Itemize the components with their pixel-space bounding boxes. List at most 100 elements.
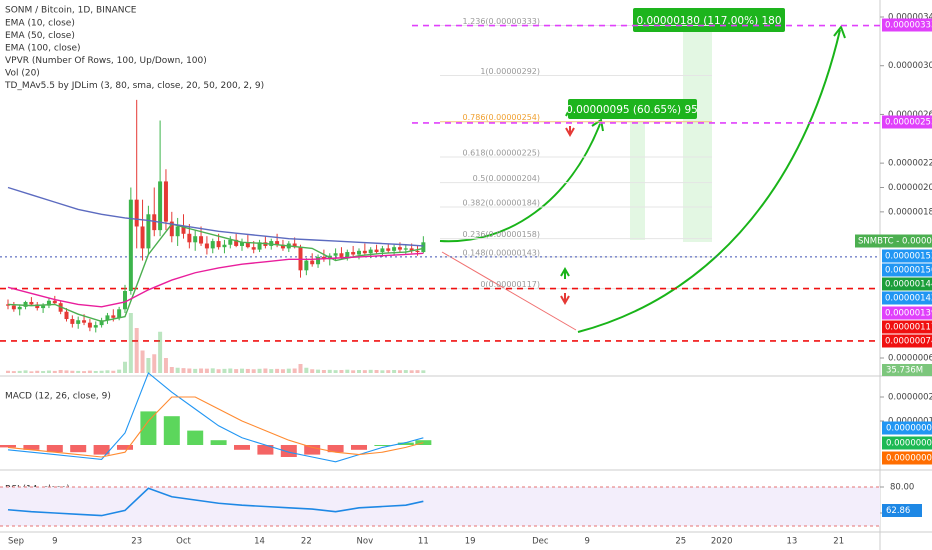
macd-bar <box>140 411 157 445</box>
chart-title: SONM / Bitcoin, 1D, BINANCE <box>5 6 137 16</box>
volume-bar <box>187 368 192 373</box>
rsi-badge-label: 62.86 <box>886 506 910 516</box>
candle-body <box>123 291 127 310</box>
candle-body <box>374 249 379 253</box>
candle-body <box>386 248 391 251</box>
candle-body <box>193 236 198 243</box>
volume-bar <box>58 370 63 373</box>
macd-bar <box>93 445 110 455</box>
volume-bar <box>41 371 46 373</box>
candle-body <box>222 244 227 248</box>
price-badge <box>882 115 932 129</box>
volume-bar <box>380 370 385 373</box>
candle-body <box>46 300 51 306</box>
price-badge <box>855 234 932 248</box>
candle-body <box>339 253 344 257</box>
legend-entry: TD_MAv5.5 by JDLim (3, 80, sma, close, 2… <box>4 81 264 91</box>
volume-bar <box>257 368 262 373</box>
price-badge-label: 0.00000142 <box>885 294 932 304</box>
volume-bar <box>409 370 414 373</box>
candle-body <box>87 322 92 328</box>
macd-bar <box>304 445 321 455</box>
candle-body <box>199 236 204 244</box>
volume-bar <box>204 368 209 373</box>
candle-body <box>403 248 408 250</box>
candle-body <box>409 248 414 251</box>
volume-bar <box>234 369 239 373</box>
arrow-head <box>591 118 604 132</box>
volume-bar <box>392 370 397 373</box>
volume-bar <box>222 368 227 373</box>
fib-label: 0.786(0.00000254) <box>463 113 541 122</box>
up-marker <box>560 266 570 279</box>
ema-line <box>7 252 424 308</box>
fib-label: 0.5(0.00000204) <box>473 174 540 183</box>
candle-body <box>234 239 239 246</box>
candle-body <box>76 320 81 324</box>
volume-bar <box>163 358 168 373</box>
price-badge-label: 0.00000144 <box>885 280 932 290</box>
volume-bar <box>228 368 233 373</box>
volume-bar <box>304 367 309 373</box>
candle-body <box>146 214 151 249</box>
macd-bar <box>210 440 227 445</box>
x-tick-label: 21 <box>833 537 844 547</box>
volume-bar <box>64 370 69 373</box>
x-tick-label: 25 <box>675 537 686 547</box>
volume-bar <box>275 368 280 373</box>
candle-body <box>111 315 116 318</box>
macd-bar <box>46 445 63 453</box>
down-path <box>441 251 577 331</box>
candle-body <box>345 252 350 257</box>
candle-body <box>163 181 168 222</box>
macd-bar <box>0 445 16 448</box>
volume-bar <box>333 370 338 373</box>
price-badge <box>882 291 932 305</box>
candle-body <box>368 249 373 254</box>
volume-bar <box>82 371 87 373</box>
price-badge <box>882 18 932 32</box>
volume-bar <box>6 370 10 373</box>
macd-bar <box>397 442 414 445</box>
volume-badge-label: 35.736M <box>886 366 923 376</box>
volume-bar <box>134 328 139 373</box>
fib-label: 0(0.00000117) <box>480 280 540 289</box>
volume-bar <box>87 370 92 373</box>
target-label: 0.00000180 (117.00%) 180 <box>636 15 781 27</box>
volume-bar <box>280 369 285 373</box>
candle-body <box>29 301 34 305</box>
volume-bar <box>368 369 373 373</box>
projection-arrow <box>439 123 601 243</box>
macd-bar <box>327 445 344 453</box>
price-badge-label: 0.00000152 <box>885 252 932 262</box>
volume-bar <box>286 368 291 373</box>
volume-bar <box>76 370 81 373</box>
candle-body <box>152 214 157 231</box>
candle-body <box>99 320 104 326</box>
price-badge-label: 0.00000139 <box>885 309 932 319</box>
fib-label: 0.236(0.00000158) <box>463 230 541 239</box>
macd-badge <box>882 421 932 435</box>
candle-body <box>397 247 402 250</box>
rsi-badge <box>882 504 922 517</box>
volume-bar <box>140 350 145 373</box>
volume-bar <box>181 368 186 373</box>
volume-bar <box>321 370 326 373</box>
volume-bar <box>193 368 198 373</box>
volume-bar <box>128 313 133 373</box>
volume-bar <box>298 364 303 373</box>
volume-bar <box>374 370 379 373</box>
volume-bar <box>240 368 244 373</box>
x-tick-label: 23 <box>131 537 142 547</box>
volume-bar <box>117 369 122 373</box>
x-tick-label: Nov <box>357 537 374 547</box>
candle-body <box>280 244 285 249</box>
price-badge-label: 0.00000074 <box>885 337 932 347</box>
candle-body <box>128 199 133 292</box>
candle-body <box>415 250 420 253</box>
macd-bar <box>70 445 87 453</box>
candle-body <box>362 250 367 254</box>
ema-line <box>7 186 424 247</box>
candle-body <box>52 300 57 304</box>
